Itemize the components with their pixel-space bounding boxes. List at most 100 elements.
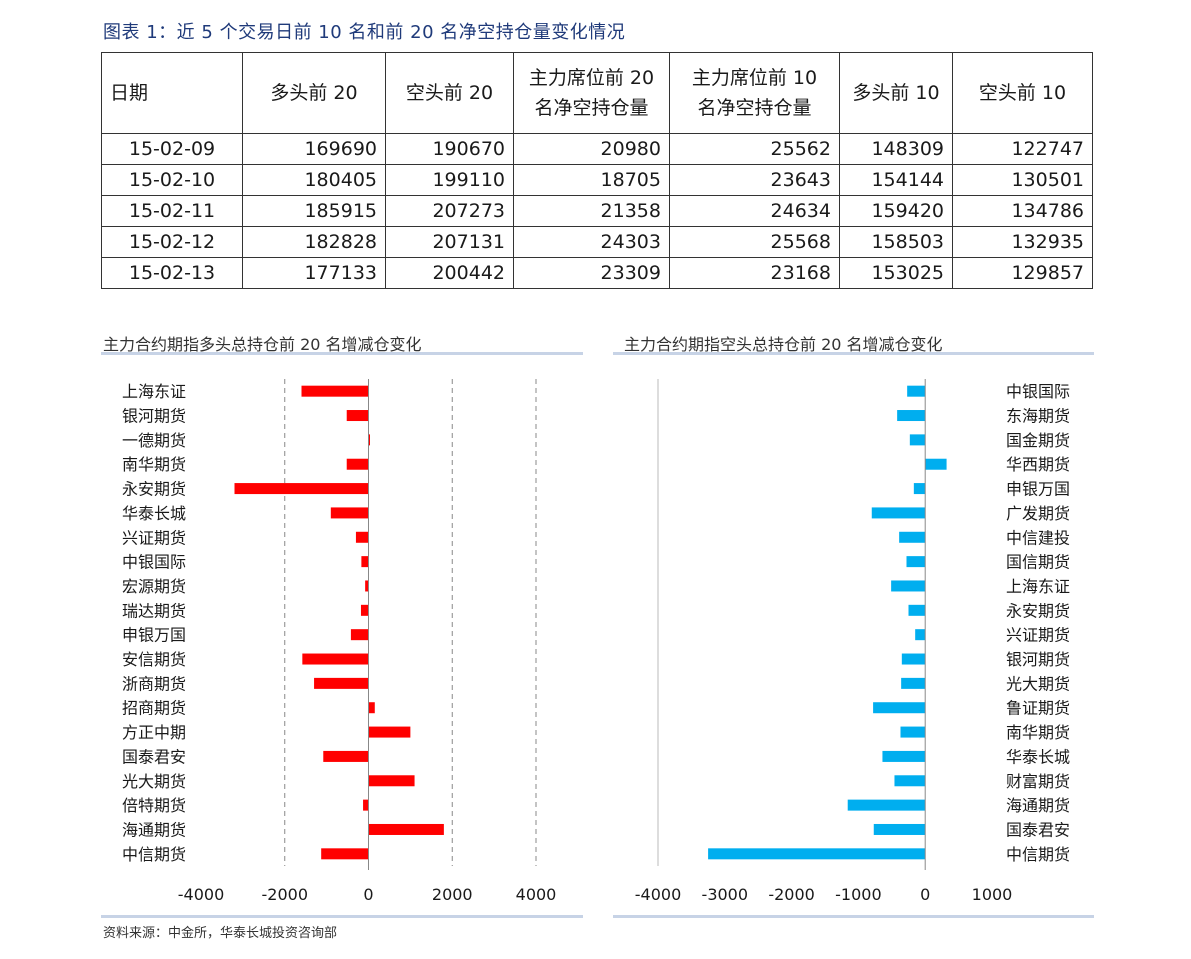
- category-label: 华西期货: [1006, 455, 1070, 474]
- category-label: 光大期货: [1006, 674, 1070, 693]
- category-label: 中银国际: [122, 553, 186, 572]
- table-cell: 129857: [952, 257, 1093, 289]
- table-cell: 185915: [242, 195, 386, 227]
- x-tick-label: -1000: [835, 885, 882, 904]
- category-label: 广发期货: [1006, 504, 1070, 523]
- category-label: 兴证期货: [122, 528, 186, 547]
- x-tick-label: 4000: [516, 885, 557, 904]
- category-label: 光大期货: [122, 772, 186, 791]
- category-label: 华泰长城: [122, 504, 186, 523]
- table-cell: 154144: [839, 164, 953, 196]
- category-label: 海通期货: [1006, 796, 1070, 815]
- bar: [915, 629, 926, 641]
- bar: [365, 580, 369, 592]
- bar: [882, 750, 926, 762]
- category-label: 上海东证: [1006, 577, 1070, 596]
- x-tick-label: 2000: [432, 885, 473, 904]
- category-label: 南华期货: [122, 455, 186, 474]
- bar: [894, 775, 926, 787]
- table-cell: 148309: [839, 133, 953, 165]
- bar: [314, 677, 369, 689]
- table-cell: 169690: [242, 133, 386, 165]
- table-cell: 134786: [952, 195, 1093, 227]
- table-cell: 200442: [385, 257, 514, 289]
- x-tick-label: -3000: [702, 885, 749, 904]
- table-cell: 25562: [669, 133, 840, 165]
- table-header-row: 日期 多头前 20 空头前 20 主力席位前 20 名净空持仓量 主力席位前 1…: [101, 52, 1093, 134]
- category-label: 华泰长城: [1006, 747, 1070, 766]
- long-positions-chart: 上海东证银河期货一德期货南华期货永安期货华泰长城兴证期货中银国际宏源期货瑞达期货…: [122, 379, 557, 904]
- category-label: 国信期货: [1006, 553, 1070, 572]
- table-cell: 153025: [839, 257, 953, 289]
- category-label: 鲁证期货: [1006, 699, 1070, 718]
- table-row: 15-02-09 169690 190670 20980 25562 14830…: [101, 133, 1093, 165]
- table-cell: 15-02-10: [101, 164, 243, 196]
- category-label: 申银万国: [1006, 480, 1070, 499]
- table-cell: 24634: [669, 195, 840, 227]
- bar: [368, 823, 444, 835]
- table-header-cell: 空头前 10: [952, 52, 1093, 134]
- bar: [847, 799, 926, 811]
- x-tick-label: -4000: [178, 885, 225, 904]
- bar: [360, 604, 369, 616]
- table-cell: 190670: [385, 133, 514, 165]
- table-cell: 15-02-09: [101, 133, 243, 165]
- bar: [908, 604, 926, 616]
- x-tick-label: -2000: [768, 885, 815, 904]
- bar: [900, 726, 926, 738]
- table-cell: 15-02-11: [101, 195, 243, 227]
- category-label: 海通期货: [122, 820, 186, 839]
- bar: [368, 434, 370, 446]
- table-cell: 21358: [513, 195, 670, 227]
- category-label: 中银国际: [1006, 382, 1070, 401]
- x-tick-label: -4000: [635, 885, 682, 904]
- short-chart-title-rule: [613, 352, 1094, 355]
- category-label: 安信期货: [122, 650, 186, 669]
- category-label: 永安期货: [122, 480, 186, 499]
- table-header-cell: 多头前 20: [242, 52, 386, 134]
- table-cell: 180405: [242, 164, 386, 196]
- bar: [368, 775, 415, 787]
- table-cell: 158503: [839, 226, 953, 258]
- table-cell: 15-02-13: [101, 257, 243, 289]
- bar: [901, 653, 926, 665]
- bar: [913, 483, 926, 495]
- table-cell: 182828: [242, 226, 386, 258]
- bar: [906, 556, 926, 568]
- bar: [361, 556, 369, 568]
- category-label: 中信期货: [1006, 845, 1070, 864]
- bar: [871, 507, 926, 519]
- table-header-cell: 多头前 10: [839, 52, 953, 134]
- table-cell: 20980: [513, 133, 670, 165]
- category-label: 国泰君安: [1006, 820, 1070, 839]
- bar: [901, 677, 926, 689]
- bar: [873, 823, 926, 835]
- category-label: 南华期货: [1006, 723, 1070, 742]
- x-tick-label: -2000: [262, 885, 309, 904]
- bar: [301, 385, 369, 397]
- category-label: 申银万国: [122, 626, 186, 645]
- short-chart-title: 主力合约期指空头总持仓前 20 名增减仓变化: [624, 335, 943, 354]
- table-row: 15-02-12 182828 207131 24303 25568 15850…: [101, 226, 1093, 258]
- table-cell: 130501: [952, 164, 1093, 196]
- bar: [323, 750, 369, 762]
- category-label: 上海东证: [122, 382, 186, 401]
- table-cell: 15-02-12: [101, 226, 243, 258]
- category-label: 国泰君安: [122, 747, 186, 766]
- table-cell: 18705: [513, 164, 670, 196]
- table-cell: 132935: [952, 226, 1093, 258]
- long-chart-title-rule: [101, 352, 583, 355]
- table-header-cell: 空头前 20: [385, 52, 514, 134]
- category-label: 一德期货: [122, 431, 186, 450]
- bar: [891, 580, 926, 592]
- table-cell: 24303: [513, 226, 670, 258]
- bar: [907, 385, 926, 397]
- bar: [368, 702, 375, 714]
- bar: [346, 410, 369, 422]
- category-label: 宏源期货: [122, 577, 186, 596]
- category-label: 银河期货: [122, 407, 186, 426]
- category-label: 兴证期货: [1006, 626, 1070, 645]
- bar: [355, 531, 369, 543]
- bar: [909, 434, 926, 446]
- bar: [897, 410, 926, 422]
